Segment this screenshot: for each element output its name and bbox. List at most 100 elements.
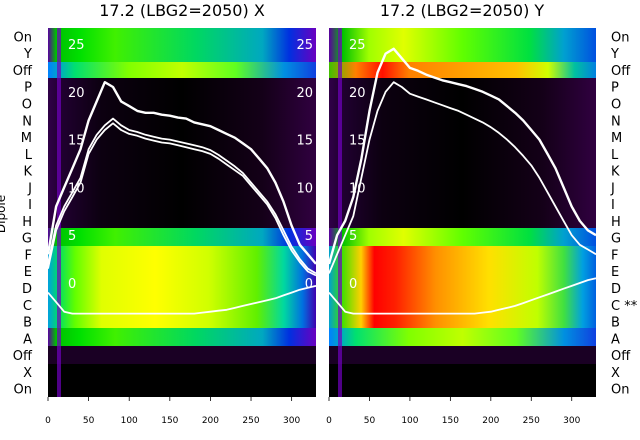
heatmap-band-dark-upper — [48, 78, 316, 228]
overlay-tick-label: 25 — [349, 38, 366, 53]
row-label-left: K — [23, 165, 32, 180]
row-label-left: F — [25, 248, 32, 263]
row-label-left: J — [27, 181, 32, 196]
x-tick-label: 100 — [121, 416, 138, 426]
row-label-left: L — [25, 148, 33, 163]
y-axis-label: Dipole — [0, 195, 8, 233]
heatmap-band-g — [329, 228, 596, 246]
row-label-right: C ** — [611, 299, 638, 314]
x-tick-label: 0 — [326, 416, 332, 426]
heatmap-band-off-lower — [48, 346, 316, 364]
row-label-left: E — [24, 265, 32, 280]
row-label-left: Off — [13, 64, 33, 79]
row-label-right: P — [611, 81, 619, 96]
x-tick-label: 250 — [242, 416, 259, 426]
series-line-1 — [327, 47, 597, 265]
x-tick-label: 150 — [161, 416, 178, 426]
row-label-right: B — [611, 316, 620, 331]
row-label-left: I — [28, 198, 32, 213]
row-label-left: D — [22, 282, 32, 297]
overlay-tick-label-right: 20 — [296, 86, 313, 101]
row-label-right: O — [611, 97, 621, 112]
x-tick-label: 250 — [523, 416, 540, 426]
x-tick-label: 300 — [563, 416, 580, 426]
heatmap-band-mid — [48, 246, 316, 328]
row-label-right: M — [611, 131, 622, 146]
overlay-tick-label-right: 15 — [296, 134, 313, 149]
overlay-tick-label-right: 5 — [305, 229, 313, 244]
overlay-tick-label: 15 — [349, 134, 366, 149]
row-label-right: D — [611, 282, 621, 297]
row-label-left: M — [21, 131, 32, 146]
row-label-right: A — [611, 332, 620, 347]
overlay-tick-label-right: 0 — [305, 277, 313, 292]
x-tick-label: 200 — [482, 416, 499, 426]
heatmap-band-bottom — [329, 364, 596, 397]
heatmap-band-dark-upper — [329, 78, 596, 228]
row-label-left: On — [14, 30, 32, 45]
heatmap-band-bottom — [48, 364, 316, 397]
heatmap-band-mid — [329, 246, 596, 328]
heatmap-band-off — [48, 62, 316, 78]
x-tick-label: 100 — [401, 416, 418, 426]
series-line-2 — [328, 81, 597, 274]
heatmap-band-g — [48, 228, 316, 246]
row-label-right: Off — [611, 349, 631, 364]
series-line-2 — [47, 117, 317, 275]
row-label-right: L — [611, 148, 619, 163]
panel-title: 17.2 (LBG2=2050) X — [99, 1, 265, 20]
overlay-tick-label-right: 10 — [296, 181, 313, 196]
row-label-left: N — [22, 114, 32, 129]
row-label-left: G — [22, 232, 32, 247]
heatmap-band-a — [48, 328, 316, 346]
x-tick-label: 0 — [45, 416, 51, 426]
row-label-right: Y — [610, 47, 619, 62]
row-label-left: Y — [23, 47, 32, 62]
overlay-tick-label: 0 — [349, 277, 357, 292]
x-tick-label: 50 — [364, 416, 376, 426]
row-label-left: C — [23, 299, 32, 314]
overlay-tick-label: 0 — [68, 277, 76, 292]
heatmap-edge-strip — [57, 28, 61, 397]
heatmap-band-off-lower — [329, 346, 596, 364]
series-line-3 — [328, 277, 597, 315]
heatmap-band-top — [48, 28, 316, 62]
x-tick-label: 200 — [202, 416, 219, 426]
overlay-tick-label: 20 — [68, 86, 85, 101]
overlay-tick-label: 15 — [68, 134, 85, 149]
series-line-4 — [47, 285, 317, 315]
x-tick-label: 50 — [83, 416, 95, 426]
row-label-right: J — [610, 181, 615, 196]
row-label-right: On — [611, 30, 629, 45]
heatmap-band-off — [329, 62, 596, 78]
row-label-left: P — [24, 81, 32, 96]
overlay-tick-label: 5 — [68, 229, 76, 244]
overlay-tick-label: 5 — [349, 229, 357, 244]
row-label-right: K — [611, 165, 620, 180]
row-label-right: Off — [611, 64, 631, 79]
row-label-right: E — [611, 265, 619, 280]
heatmap-band-a — [329, 328, 596, 346]
heatmap-edge-strip — [338, 28, 342, 397]
row-label-right: H — [611, 215, 621, 230]
series-line-1 — [46, 80, 317, 265]
row-label-left: O — [22, 97, 32, 112]
row-label-right: N — [611, 114, 621, 129]
row-label-left: A — [23, 332, 32, 347]
overlay-tick-label: 25 — [68, 38, 85, 53]
row-label-left: H — [22, 215, 32, 230]
heatmap-band-top — [329, 28, 596, 62]
row-label-right: I — [611, 198, 615, 213]
overlay-tick-label: 20 — [349, 86, 366, 101]
series-line-3 — [47, 122, 317, 277]
row-label-left: B — [23, 316, 32, 331]
overlay-tick-label-right: 25 — [296, 38, 313, 53]
row-label-left: On — [14, 383, 32, 398]
row-label-right: X — [611, 366, 620, 381]
row-label-left: X — [23, 366, 32, 381]
row-label-right: F — [611, 248, 618, 263]
row-label-left: Off — [13, 349, 33, 364]
